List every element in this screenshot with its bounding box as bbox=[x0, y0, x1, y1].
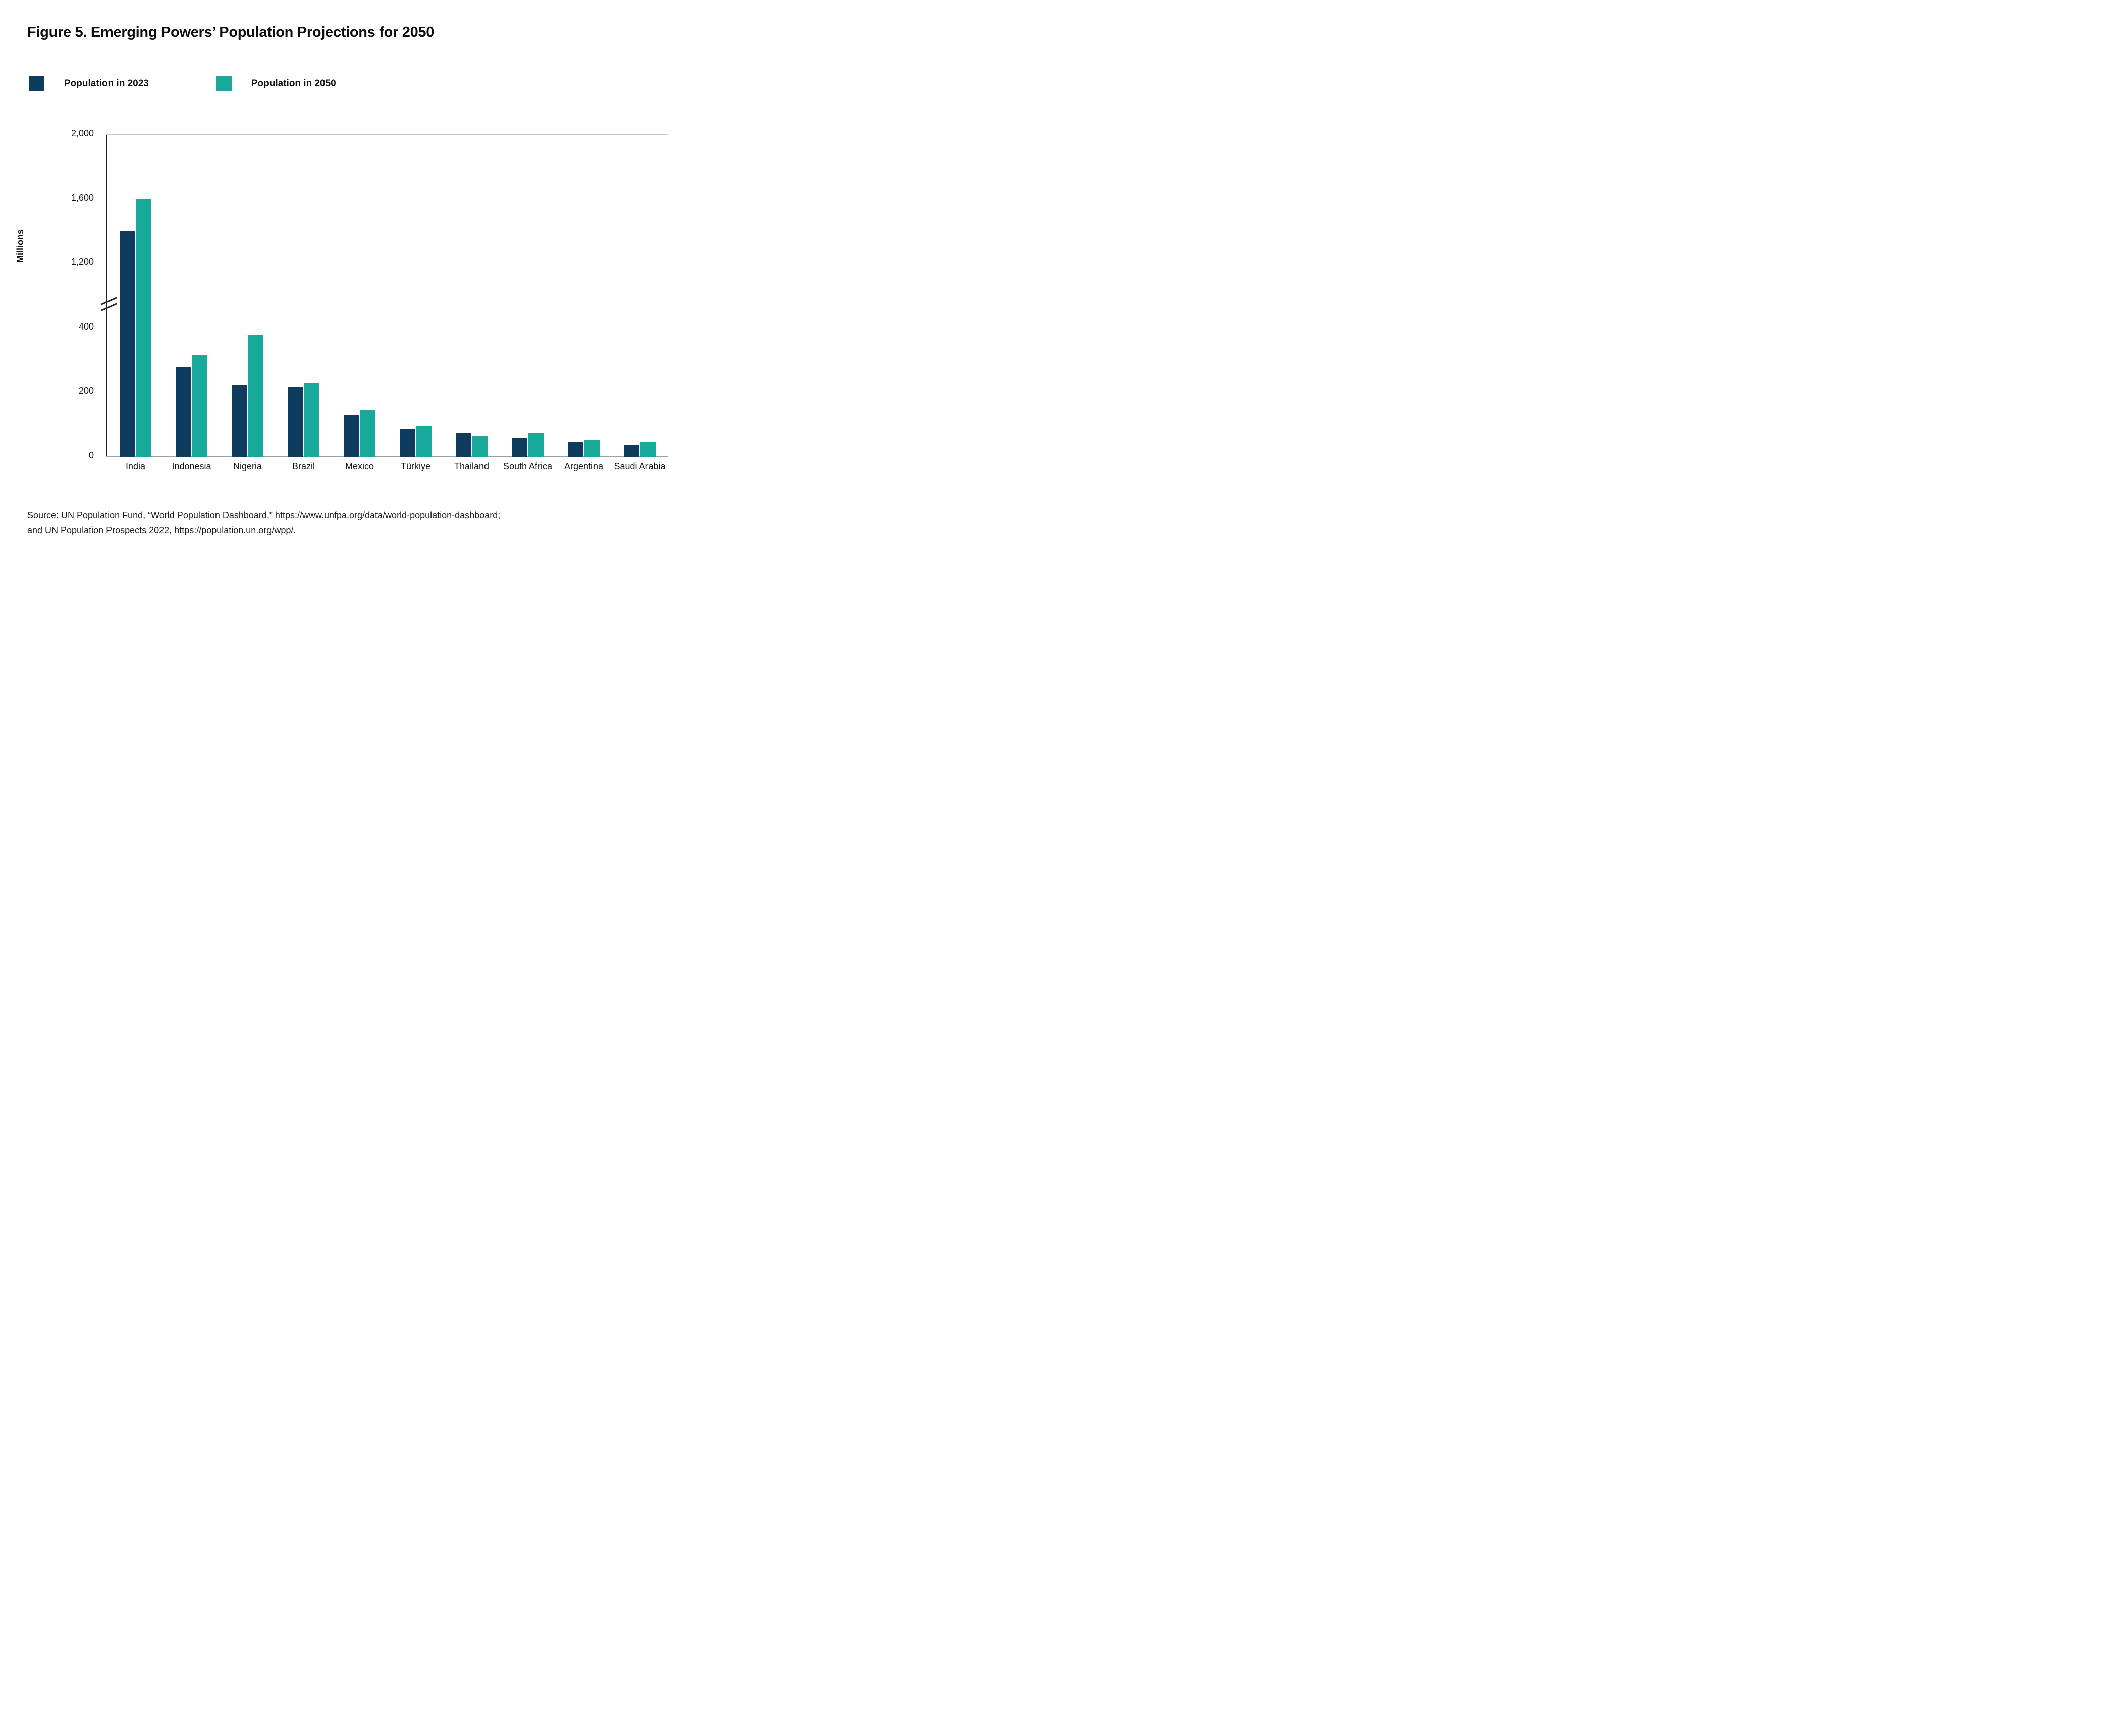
x-axis-line bbox=[106, 456, 668, 457]
bar-group-india bbox=[107, 135, 164, 457]
y-tick-label-200: 200 bbox=[78, 386, 94, 396]
legend-item-2050: Population in 2050 bbox=[215, 76, 336, 91]
bar-group-argentina bbox=[556, 135, 612, 457]
x-label-saudi-arabia: Saudi Arabia bbox=[614, 461, 666, 471]
y-tick-label-1-600: 1,600 bbox=[71, 192, 94, 203]
bar-group-saudi-arabia bbox=[612, 135, 668, 457]
bar-population-in-2023-nigeria bbox=[232, 385, 247, 457]
bar-group-t-rkiye bbox=[388, 135, 444, 457]
bar-group-thailand bbox=[444, 135, 500, 457]
y-tick-label-2-000: 2,000 bbox=[71, 128, 94, 138]
x-label-nigeria: Nigeria bbox=[233, 461, 262, 471]
bar-population-in-2050-thailand bbox=[472, 436, 488, 457]
x-label-south-africa: South Africa bbox=[503, 461, 553, 471]
bar-group-nigeria bbox=[220, 135, 276, 457]
bar-population-in-2023-thailand bbox=[456, 433, 471, 457]
bar-population-in-2023-argentina bbox=[568, 442, 583, 457]
x-label-thailand: Thailand bbox=[454, 461, 490, 471]
x-label-india: India bbox=[125, 461, 146, 471]
y-axis-title: Millions bbox=[15, 229, 25, 263]
bar-population-in-2050-t-rkiye bbox=[416, 426, 432, 457]
bar-population-in-2023-mexico bbox=[344, 415, 359, 457]
x-label-brazil: Brazil bbox=[292, 461, 315, 471]
bar-population-in-2023-t-rkiye bbox=[400, 429, 415, 457]
x-label-indonesia: Indonesia bbox=[172, 461, 211, 471]
plot-area bbox=[100, 134, 668, 457]
bar-population-in-2050-india bbox=[136, 199, 151, 457]
legend-label-2050: Population in 2050 bbox=[251, 78, 336, 89]
source-line-1: Source: UN Population Fund, “World Popul… bbox=[27, 510, 501, 520]
bar-group-south-africa bbox=[500, 135, 556, 457]
bar-population-in-2050-indonesia bbox=[192, 355, 207, 457]
x-label-argentina: Argentina bbox=[564, 461, 604, 471]
bar-groups bbox=[107, 135, 668, 457]
bar-population-in-2023-india bbox=[120, 231, 135, 457]
bar-group-brazil bbox=[276, 135, 332, 457]
source-note: Source: UN Population Fund, “World Popul… bbox=[27, 508, 500, 538]
legend-swatch-2050-icon bbox=[215, 76, 232, 91]
x-axis-category-labels: India Indonesia Nigeria Brazil Mexico Türkiye… bbox=[107, 461, 668, 472]
bar-population-in-2050-saudi-arabia bbox=[640, 442, 656, 457]
y-tick-label-0: 0 bbox=[88, 450, 94, 460]
bar-group-indonesia bbox=[164, 135, 220, 457]
bar-population-in-2050-south-africa bbox=[528, 433, 544, 457]
source-line-2: and UN Population Prospects 2022, https:… bbox=[27, 525, 296, 535]
y-tick-label-1-200: 1,200 bbox=[71, 257, 94, 267]
bar-population-in-2050-mexico bbox=[360, 410, 375, 457]
bar-population-in-2023-indonesia bbox=[176, 367, 191, 457]
bar-population-in-2023-south-africa bbox=[512, 438, 527, 457]
bar-population-in-2050-nigeria bbox=[248, 335, 263, 457]
legend-swatch-2023-icon bbox=[29, 76, 44, 91]
y-axis-line bbox=[106, 135, 107, 457]
x-label-mexico: Mexico bbox=[345, 461, 374, 471]
bar-population-in-2023-saudi-arabia bbox=[624, 445, 639, 457]
legend-label-2023: Population in 2023 bbox=[64, 78, 149, 89]
legend: Population in 2023 Population in 2050 bbox=[29, 76, 336, 91]
y-tick-label-400: 400 bbox=[78, 321, 94, 332]
bar-population-in-2023-brazil bbox=[288, 387, 303, 457]
bar-population-in-2050-brazil bbox=[304, 383, 319, 457]
x-label-t-rkiye: Türkiye bbox=[400, 461, 430, 471]
y-axis-tick-labels: 0 200 400 1,200 1,600 2,000 bbox=[41, 128, 101, 460]
bar-population-in-2050-argentina bbox=[584, 440, 600, 457]
legend-item-2023: Population in 2023 bbox=[29, 76, 149, 91]
figure-title: Figure 5. Emerging Powers’ Population Pr… bbox=[27, 24, 435, 40]
figure-page: Figure 5. Emerging Powers’ Population Pr… bbox=[0, 0, 701, 579]
bar-group-mexico bbox=[332, 135, 388, 457]
